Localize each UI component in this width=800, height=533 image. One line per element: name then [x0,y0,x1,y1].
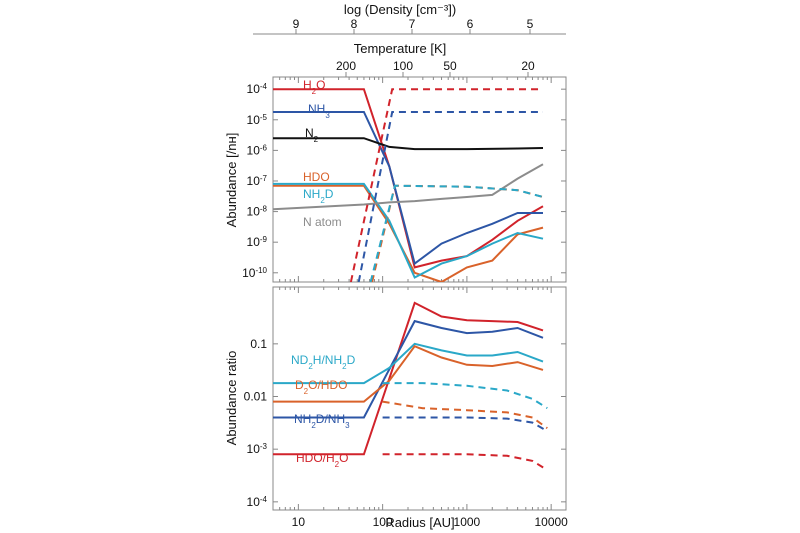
series-line-ratio_d2o [273,344,544,403]
radius-x-axis-label: Radius [AU] [385,515,454,530]
abundance-panel: 10-4 10-5 10-6 10-7 10-8 10-9 10-10 H2O NH3 N2 HD… [224,76,567,283]
density-axis: log (Density [cm⁻³]) 9 8 7 6 5 [253,2,566,35]
series-line-nh2d [273,182,544,279]
y-tick-label: 10-6 [247,143,268,158]
series-label-ratio_nh2d: NH2D/NH3 [294,412,350,430]
x-tick-label: 10000 [534,515,568,529]
series-line-ratio_nh2d-dashed [382,416,548,432]
temperature-tick-label: 20 [521,59,535,73]
density-tick-label: 8 [351,17,358,31]
series-line-ratio_d2o-dashed [382,400,548,430]
series-label-nh2d: NH2D [303,187,334,205]
series-label-n2: N2 [305,126,319,144]
series-line-nh2d-dashed [369,184,544,282]
series-label-ratio_d2o: D2O/HDO [295,378,347,396]
y-tick-label: 10-7 [247,173,268,188]
series-label-ratio_nd2h: ND2H/NH2D [291,353,356,371]
series-line-nh3 [273,111,543,266]
density-tick-label: 9 [293,17,300,31]
series-line-natom [273,163,544,211]
series-line-hdo [273,184,544,282]
series-line-ratio_hdo [273,301,544,456]
y-tick-label: 0.01 [244,390,268,404]
abundance-y-axis-label: Abundance [/nʜ] [224,133,239,228]
density-axis-label: log (Density [cm⁻³]) [344,2,456,17]
y-tick-label: 10-4 [247,494,268,509]
temperature-tick-label: 50 [443,59,457,73]
density-tick-label: 5 [527,17,534,31]
density-tick-label: 6 [467,17,474,31]
series-label-ratio_hdo: HDO/H2O [296,451,348,469]
temperature-tick-label: 100 [393,59,413,73]
series-line-ratio_hdo-dashed [382,453,548,471]
temperature-axis: Temperature [K] 200 100 50 20 [336,41,535,77]
y-tick-label: 0.1 [250,337,267,351]
y-tick-label: 10-8 [247,204,268,219]
y-tick-label: 10-5 [247,112,268,127]
series-line-h2o [273,88,544,269]
series-label-nh3: NH3 [308,102,330,120]
series-line-ratio_nd2h [273,342,544,385]
series-line-nh3-dashed [357,111,543,282]
density-tick-label: 7 [409,17,416,31]
ratio-y-axis-label: Abundance ratio [224,351,239,446]
series-line-ratio_nh2d [273,319,544,419]
x-tick-label: 100 [373,515,393,529]
temperature-tick-label: 200 [336,59,356,73]
y-tick-label: 10-4 [247,82,268,97]
series-line-ratio_nd2h-dashed [382,382,548,410]
series-label-h2o: H2O [303,78,325,96]
series-label-hdo: HDO [303,170,330,184]
y-tick-label: 10-3 [247,442,268,457]
series-label-natom: N atom [303,215,342,229]
abundance-panel-frame [272,76,567,283]
ratio-panel-frame [272,286,567,511]
series-line-n2 [273,137,544,151]
series-line-h2o-dashed [349,88,543,282]
ratio-panel: 0.1 0.01 10-3 10-4 10 100 1000 10000 HDO/H2O NH… [224,286,568,530]
temperature-axis-label: Temperature [K] [354,41,447,56]
y-tick-label: 10-9 [247,235,268,250]
y-tick-label: 10-10 [242,265,267,280]
x-tick-label: 1000 [454,515,481,529]
x-tick-label: 10 [292,515,306,529]
